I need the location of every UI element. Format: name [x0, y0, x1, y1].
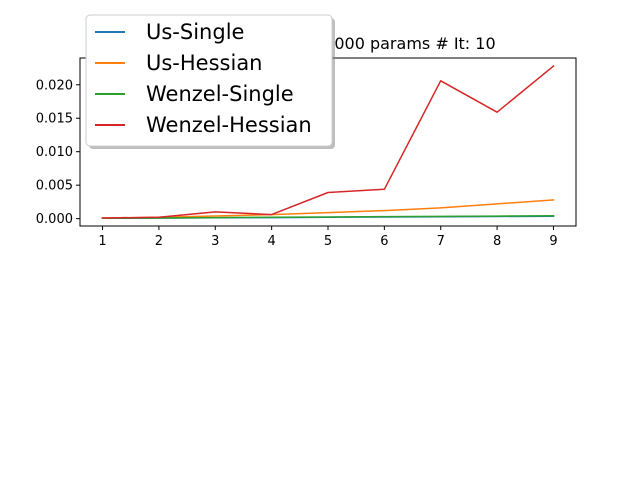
- y-tick-label: 0.005: [36, 179, 73, 194]
- x-tick-label: 3: [211, 234, 219, 249]
- legend-label-us-single: Us-Single: [146, 20, 244, 44]
- y-tick-label: 0.020: [36, 78, 73, 93]
- x-tick-label: 8: [493, 234, 501, 249]
- y-tick-label: 0.010: [36, 145, 73, 160]
- x-axis: 1 2 3 4 5 6 7 8 9: [98, 226, 558, 249]
- x-tick-label: 7: [437, 234, 445, 249]
- legend-label-wenzel-hessian: Wenzel-Hessian: [146, 113, 312, 137]
- series-line-us-hessian: [101, 199, 555, 219]
- x-tick-label: 6: [380, 234, 388, 249]
- y-axis: 0.000 0.005 0.010 0.015 0.020: [36, 78, 80, 227]
- series-line-wenzel-hessian: [101, 64, 555, 219]
- x-tick-label: 5: [324, 234, 332, 249]
- y-tick-label: 0.000: [36, 212, 73, 227]
- series-layer: [101, 64, 555, 220]
- legend: Us-Single Us-Hessian Wenzel-Single Wenzel-H…: [85, 14, 335, 149]
- series-line-wenzel-single: [101, 215, 555, 220]
- chart-title: 000 params # It: 10: [334, 34, 495, 53]
- x-tick-label: 9: [549, 234, 557, 249]
- x-tick-label: 2: [155, 234, 163, 249]
- y-tick-label: 0.015: [36, 112, 73, 127]
- x-tick-label: 1: [98, 234, 106, 249]
- legend-label-us-hessian: Us-Hessian: [146, 51, 263, 75]
- legend-box: [85, 14, 333, 147]
- x-tick-label: 4: [267, 234, 275, 249]
- legend-label-wenzel-single: Wenzel-Single: [146, 82, 294, 106]
